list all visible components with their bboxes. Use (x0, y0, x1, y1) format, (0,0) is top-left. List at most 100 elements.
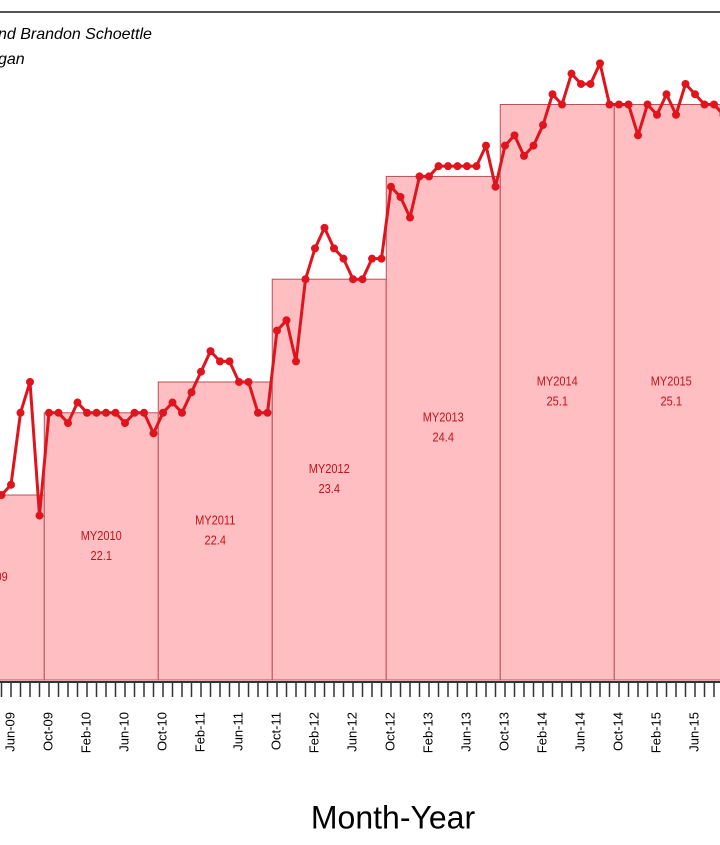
title-line: nd Brandon Schoettle (0, 26, 152, 43)
model-year-bar (0, 494, 45, 681)
x-tick-label: Feb-15 (648, 712, 663, 753)
x-tick-label: Feb-13 (420, 712, 435, 753)
bar-category-label: MY2009 (0, 569, 8, 584)
series-point (453, 162, 462, 171)
x-axis-label: Month-Year (311, 799, 476, 835)
series-point (83, 408, 91, 417)
bar-category-label: MY2014 (537, 374, 578, 389)
bar-category-label: MY2012 (309, 461, 350, 476)
series-point (187, 388, 196, 397)
series-point (567, 69, 576, 78)
x-tick-label: Jun-10 (116, 712, 131, 752)
series-point (73, 398, 82, 407)
series-point (605, 100, 614, 109)
series-point (45, 408, 53, 417)
series-point (64, 419, 72, 428)
x-tick-label: Jun-12 (344, 712, 359, 752)
x-tick-label: Oct-10 (154, 712, 169, 751)
series-point (672, 110, 680, 119)
x-tick-label: Oct-11 (268, 712, 283, 750)
series-point (168, 398, 177, 407)
series-point (206, 347, 215, 356)
series-point (662, 90, 671, 99)
series-point (501, 141, 509, 150)
series-point (415, 172, 424, 181)
series-point (16, 408, 25, 417)
series-point (54, 408, 63, 417)
x-tick-label: Feb-12 (306, 712, 321, 753)
series-point (339, 254, 348, 263)
bar-value-label: 23.4 (319, 481, 341, 496)
series-point (159, 408, 167, 417)
series-point (225, 357, 234, 366)
series-point (263, 408, 272, 417)
series-point (292, 357, 300, 366)
series-point (358, 275, 367, 284)
series-point (643, 100, 652, 109)
title-line: gan (0, 51, 25, 68)
bar-category-label: MY2013 (423, 410, 464, 425)
series-point (520, 151, 528, 160)
x-tick-label: Feb-11 (192, 712, 207, 752)
series-point (634, 131, 642, 140)
bar-value-label: 25.1 (661, 394, 683, 409)
model-year-bar (613, 103, 720, 681)
model-year-bar (499, 103, 615, 681)
series-point (140, 408, 148, 417)
series-point (558, 100, 566, 109)
series-point (653, 110, 661, 119)
series-point (235, 377, 243, 386)
series-point (102, 408, 110, 417)
series-point (368, 254, 376, 263)
series-point (216, 357, 224, 366)
bar-value-label: 22.4 (205, 533, 227, 548)
series-point (92, 408, 101, 417)
series-point (26, 377, 34, 386)
model-year-bar (271, 278, 387, 681)
series-point (0, 491, 6, 500)
series-point (577, 79, 585, 88)
series-point (149, 429, 158, 438)
series-point (700, 100, 709, 109)
series-point (197, 367, 205, 376)
series-point (463, 162, 471, 171)
series-point (7, 480, 15, 489)
x-tick-label: Oct-12 (382, 712, 397, 751)
series-point (586, 79, 595, 88)
series-point (130, 408, 139, 417)
series-point (254, 408, 262, 417)
series-point (396, 192, 405, 201)
series-point (681, 79, 690, 88)
series-point (387, 182, 395, 191)
x-tick-label: Jun-11 (230, 712, 245, 751)
series-point (301, 275, 310, 284)
series-point (282, 316, 291, 325)
series-point (377, 254, 386, 263)
x-tick-label: Jun-14 (572, 712, 587, 752)
series-point (330, 244, 338, 253)
series-point (434, 162, 443, 171)
series-point (121, 419, 129, 428)
x-tick-label: Oct-14 (610, 712, 625, 751)
x-tick-label: Feb-10 (78, 712, 93, 753)
series-point (596, 59, 604, 68)
series-point (406, 213, 414, 222)
x-tick-label: Oct-09 (40, 712, 55, 751)
series-point (710, 100, 718, 109)
series-point (615, 100, 623, 109)
series-point (482, 141, 490, 150)
series-point (425, 172, 433, 181)
series-point (529, 141, 538, 150)
bar-value-label: 22.1 (91, 548, 113, 563)
bar-value-label: 25.1 (547, 394, 569, 409)
model-year-bar (385, 175, 501, 681)
series-point (624, 100, 633, 109)
series-point (349, 275, 357, 284)
series-point (539, 121, 547, 130)
model-year-bar (43, 412, 159, 681)
series-point (548, 90, 557, 99)
series-point (444, 162, 452, 171)
series-point (491, 182, 500, 191)
bar-category-label: MY2010 (81, 528, 122, 543)
